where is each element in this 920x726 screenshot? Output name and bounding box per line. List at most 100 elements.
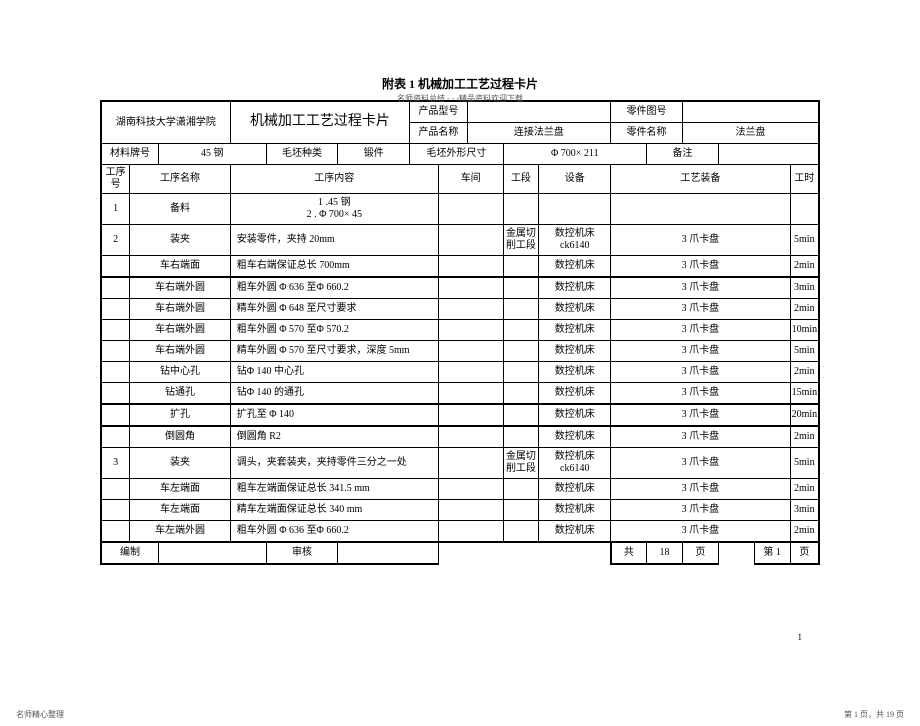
cell-section — [503, 383, 539, 405]
table-row: 车右端外圆 粗车外圆 Φ 570 至Φ 570.2 数控机床 3 爪卡盘 10m… — [101, 320, 819, 341]
table-row: 3 装夹 调头，夹套装夹，夹持零件三分之一处 金属切削工段 数控机床ck6140… — [101, 448, 819, 479]
cell-name: 车左端面 — [130, 500, 231, 521]
made-by — [158, 542, 266, 564]
table-row: 车左端面 精车左端面保证总长 340 mm 数控机床 3 爪卡盘 3min — [101, 500, 819, 521]
blank-dim-label: 毛坯外形尺寸 — [410, 144, 503, 165]
cell-workshop — [438, 320, 503, 341]
cell-name: 装夹 — [130, 448, 231, 479]
col-content: 工序内容 — [230, 165, 438, 194]
cell-content: 精车左端面保证总长 340 mm — [230, 500, 438, 521]
cell-content: 1 .45 钢 2 . Φ 700× 45 — [230, 194, 438, 225]
cell-content: 粗车左端面保证总长 341.5 mm — [230, 479, 438, 500]
cell-workshop — [438, 299, 503, 320]
cell-tooling: 3 爪卡盘 — [611, 426, 790, 448]
table-row: 车右端外圆 精车外圆 Φ 648 至尺寸要求 数控机床 3 爪卡盘 2min — [101, 299, 819, 320]
cell-tooling: 3 爪卡盘 — [611, 225, 790, 256]
cell-tooling: 3 爪卡盘 — [611, 362, 790, 383]
table-row: 2 装夹 安装零件，夹持 20mm 金属切削工段 数控机床ck6140 3 爪卡… — [101, 225, 819, 256]
col-time: 工时 — [790, 165, 819, 194]
process-card-table: 湖南科技大学潇湘学院 机械加工工艺过程卡片 产品型号 零件图号 产品名称 连接法… — [100, 100, 820, 565]
remark-label: 备注 — [647, 144, 719, 165]
cell-seq — [101, 320, 130, 341]
table-row: 扩孔 扩孔至 Φ 140 数控机床 3 爪卡盘 20min — [101, 404, 819, 426]
cell-equipment: 数控机床 — [539, 277, 611, 299]
cell-name: 钻中心孔 — [130, 362, 231, 383]
cell-section — [503, 404, 539, 426]
table-row: 倒圆角 倒圆角 R2 数控机床 3 爪卡盘 2min — [101, 426, 819, 448]
cell-content: 调头，夹套装夹，夹持零件三分之一处 — [230, 448, 438, 479]
material-label: 材料牌号 — [101, 144, 158, 165]
cell-time: 2min — [790, 362, 819, 383]
cell-section: 金属切削工段 — [503, 225, 539, 256]
cell-content: 钻Φ 140 的通孔 — [230, 383, 438, 405]
footer-right: 第 1 页，共 19 页 — [844, 709, 904, 720]
cell-seq: 3 — [101, 448, 130, 479]
cell-workshop — [438, 404, 503, 426]
col-equipment: 设备 — [539, 165, 611, 194]
cell-equipment: 数控机床 — [539, 426, 611, 448]
cell-content: 精车外圆 Φ 570 至尺寸要求，深度 5mm — [230, 341, 438, 362]
cell-name: 扩孔 — [130, 404, 231, 426]
page-cur-a: 第 1 — [754, 542, 790, 564]
cell-workshop — [438, 225, 503, 256]
cell-workshop — [438, 194, 503, 225]
cell-seq — [101, 256, 130, 278]
table-row: 车右端面 粗车右端保证总长 700mm 数控机床 3 爪卡盘 2min — [101, 256, 819, 278]
cell-time: 3min — [790, 500, 819, 521]
cell-name: 车右端外圆 — [130, 341, 231, 362]
cell-workshop — [438, 341, 503, 362]
cell-content: 扩孔至 Φ 140 — [230, 404, 438, 426]
page-total-a: 共 — [611, 542, 647, 564]
cell-name: 车右端外圆 — [130, 299, 231, 320]
cell-seq — [101, 362, 130, 383]
cell-section — [503, 320, 539, 341]
cell-time: 15min — [790, 383, 819, 405]
blank-type-label: 毛坯种类 — [266, 144, 338, 165]
cell-workshop — [438, 256, 503, 278]
cell-equipment: 数控机床 — [539, 320, 611, 341]
table-row: 车左端外圆 粗车外圆 Φ 636 至Φ 660.2 数控机床 3 爪卡盘 2mi… — [101, 521, 819, 543]
cell-seq — [101, 299, 130, 320]
cell-content: 粗车外圆 Φ 636 至Φ 660.2 — [230, 277, 438, 299]
cell-name: 车左端面 — [130, 479, 231, 500]
org-cell: 湖南科技大学潇湘学院 — [101, 101, 230, 144]
cell-time: 5min — [790, 448, 819, 479]
col-name: 工序名称 — [130, 165, 231, 194]
cell-section — [503, 194, 539, 225]
cell-content: 精车外圆 Φ 648 至尺寸要求 — [230, 299, 438, 320]
cell-time: 2min — [790, 256, 819, 278]
cell-equipment: 数控机床 — [539, 299, 611, 320]
cell-seq — [101, 383, 130, 405]
cell-seq — [101, 426, 130, 448]
cell-section — [503, 256, 539, 278]
cell-section: 金属切削工段 — [503, 448, 539, 479]
cell-content: 粗车外圆 Φ 570 至Φ 570.2 — [230, 320, 438, 341]
cell-workshop — [438, 426, 503, 448]
col-section: 工段 — [503, 165, 539, 194]
cell-name: 车右端外圆 — [130, 320, 231, 341]
product-model-label: 产品型号 — [410, 101, 467, 123]
footer-row: 编制 审核 共 18 页 第 1 页 — [101, 542, 819, 564]
cell-section — [503, 341, 539, 362]
table-row: 1 备料 1 .45 钢 2 . Φ 700× 45 — [101, 194, 819, 225]
table-row: 车右端外圆 精车外圆 Φ 570 至尺寸要求，深度 5mm 数控机床 3 爪卡盘… — [101, 341, 819, 362]
product-name: 连接法兰盘 — [467, 123, 611, 144]
material: 45 钢 — [158, 144, 266, 165]
cell-equipment: 数控机床 — [539, 479, 611, 500]
checked-by-label: 审核 — [266, 542, 338, 564]
cell-section — [503, 362, 539, 383]
cell-seq: 1 — [101, 194, 130, 225]
cell-content: 钻Φ 140 中心孔 — [230, 362, 438, 383]
cell-equipment: 数控机床 — [539, 256, 611, 278]
page-cur-c: 页 — [790, 542, 819, 564]
table-row: 钻通孔 钻Φ 140 的通孔 数控机床 3 爪卡盘 15min — [101, 383, 819, 405]
footer-left: 名师精心整理 — [16, 709, 64, 720]
cell-equipment: 数控机床 — [539, 362, 611, 383]
cell-workshop — [438, 448, 503, 479]
cell-tooling: 3 爪卡盘 — [611, 383, 790, 405]
cell-tooling: 3 爪卡盘 — [611, 256, 790, 278]
cell-tooling: 3 爪卡盘 — [611, 500, 790, 521]
cell-time: 3min — [790, 277, 819, 299]
cell-name: 车右端面 — [130, 256, 231, 278]
cell-tooling — [611, 194, 790, 225]
